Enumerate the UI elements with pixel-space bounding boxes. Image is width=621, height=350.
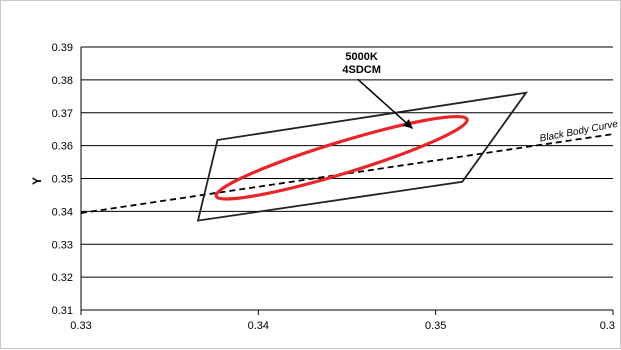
x-tick-label: 0.3 xyxy=(600,320,615,332)
y-tick-label: 0.33 xyxy=(52,239,73,251)
x-tick-label: 0.35 xyxy=(425,320,446,332)
y-tick-labels: 0.31 0.32 0.33 0.34 0.35 0.36 0.37 0.38 0.39 xyxy=(52,42,73,317)
quadrangle-outline xyxy=(196,91,529,222)
y-tick-label: 0.38 xyxy=(52,75,73,87)
y-tick-label: 0.37 xyxy=(52,108,73,120)
series-layer xyxy=(80,78,614,222)
y-tick-label: 0.36 xyxy=(52,141,73,153)
y-tick-label: 0.39 xyxy=(52,42,73,54)
y-tick-label: 0.35 xyxy=(52,174,73,186)
annotation-arrow-head xyxy=(402,119,413,129)
y-axis-label: Y xyxy=(30,177,44,185)
black-body-curve-label: Black Body Curve xyxy=(539,119,620,145)
annotation-arrow-line xyxy=(357,78,414,130)
macadam-ellipse xyxy=(214,114,469,201)
x-tick-label: 0.34 xyxy=(248,320,269,332)
annotation-4sdcm-label: 4SDCM xyxy=(342,64,381,76)
x-tick-label: 0.33 xyxy=(70,320,91,332)
y-tick-label: 0.32 xyxy=(52,272,73,284)
x-tick-labels: 0.33 0.34 0.35 0.3 xyxy=(70,320,615,332)
annotation-5000k-label: 5000K xyxy=(345,51,377,63)
y-tick-label: 0.34 xyxy=(52,206,73,218)
grid-layer xyxy=(80,46,614,315)
y-tick-label: 0.31 xyxy=(52,305,73,317)
